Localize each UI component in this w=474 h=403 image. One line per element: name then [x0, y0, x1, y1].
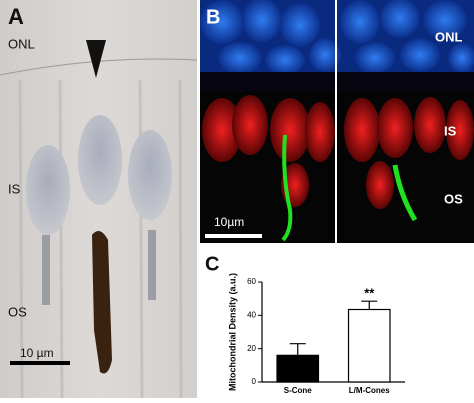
panel-label: B [206, 6, 220, 28]
layer-label: IS [444, 123, 457, 138]
layer-label: IS [8, 181, 21, 196]
panel-c: C Mitochondrial Density (a.u.) 0 20 40 60 S-… [200, 245, 474, 398]
layer-label: OS [8, 304, 27, 319]
x-tick-label: L/M-Cones [349, 386, 390, 395]
x-tick-label: S-Cone [284, 386, 313, 395]
layer-label: ONL [8, 36, 35, 51]
y-tick-label: 20 [247, 344, 256, 353]
layer-label: OS [444, 191, 463, 206]
bar [347, 308, 391, 383]
y-tick-label: 60 [247, 277, 256, 286]
panel-label: C [205, 253, 219, 275]
annotation: ** [364, 286, 375, 301]
y-axis-label: Mitochondrial Density (a.u.) [227, 273, 237, 391]
y-tick-label: 40 [247, 310, 256, 319]
scale-bar-label: 10µm [214, 215, 244, 229]
bar [276, 354, 320, 383]
layer-label: ONL [435, 29, 463, 44]
panel-b: B ONL IS OS 10µm [200, 0, 474, 243]
panel-label: A [8, 4, 24, 29]
y-tick-label: 0 [252, 377, 257, 386]
scale-bar-label: 10 µm [20, 346, 54, 360]
panel-a: A ONL IS OS 10 µm [0, 0, 198, 399]
